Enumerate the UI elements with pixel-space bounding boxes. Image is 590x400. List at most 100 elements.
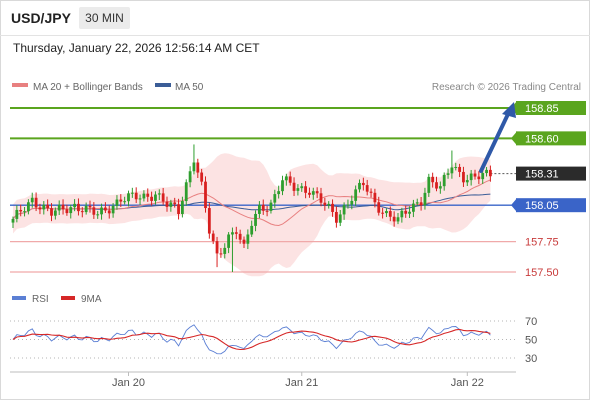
- candle-body: [127, 193, 130, 202]
- candle-body: [450, 167, 454, 174]
- candle-body: [412, 203, 415, 212]
- ma20-legend-label: MA 20 + Bollinger Bands: [33, 82, 143, 93]
- symbol-title: USD/JPY: [11, 10, 71, 26]
- target-level-label-158.85: 158.85: [525, 103, 559, 115]
- time-tick-label-0: Jan 20: [112, 377, 145, 389]
- candle-body: [165, 201, 169, 207]
- candle-body: [481, 173, 485, 180]
- candle-body: [11, 218, 15, 223]
- candle-body: [392, 216, 396, 222]
- candle-body: [23, 211, 26, 213]
- candle-body: [19, 209, 23, 212]
- candle-body: [96, 214, 100, 216]
- ma50-legend-swatch: [155, 83, 171, 87]
- time-axis-ticks: Jan 20 Jan 21 Jan 22: [112, 372, 484, 389]
- candle-body: [315, 191, 319, 194]
- candle-body: [388, 211, 392, 217]
- candle-body: [77, 203, 80, 212]
- rsi-tick-label-30: 30: [525, 353, 537, 365]
- rsi-grid: 70 50 30: [10, 316, 537, 365]
- candle-body: [258, 204, 261, 214]
- candle-body: [38, 207, 42, 210]
- candle-body: [485, 169, 488, 174]
- candle-body: [219, 253, 223, 255]
- candle-body: [80, 211, 84, 213]
- time-tick-label-1: Jan 21: [285, 377, 318, 389]
- candle-body: [69, 207, 73, 214]
- candle-body: [284, 176, 288, 181]
- candle-body: [265, 210, 269, 212]
- candle-body: [57, 204, 61, 211]
- rsi-tick-label-50: 50: [525, 335, 537, 347]
- chart-datetime: Thursday, January 22, 2026 12:56:14 AM C…: [13, 41, 260, 55]
- candle-body: [73, 203, 76, 208]
- time-tick-label-2: Jan 22: [451, 377, 484, 389]
- candle-body: [111, 205, 115, 214]
- candle-body: [327, 203, 331, 206]
- candle-body: [107, 210, 111, 214]
- candle-body: [369, 191, 373, 193]
- candle-body: [134, 192, 138, 200]
- candle-body: [385, 211, 388, 214]
- level-labels: 158.85 158.60 158.05 157.75 157.50 158.31: [511, 101, 586, 279]
- candle-body: [211, 233, 215, 242]
- candle-body: [34, 197, 38, 208]
- candle-body: [454, 166, 458, 168]
- candle-body: [477, 176, 481, 180]
- forecast-arrow-head: [502, 102, 516, 118]
- candle-body: [408, 211, 411, 214]
- candle-body: [400, 210, 404, 218]
- candle-body: [458, 166, 461, 172]
- candle-body: [354, 189, 358, 201]
- candle-body: [442, 174, 446, 187]
- pivot-level-tag: [516, 198, 586, 213]
- candle-body: [419, 202, 423, 206]
- pivot-level-tag-pointer: [511, 198, 517, 213]
- candle-body: [215, 241, 219, 254]
- candle-body: [304, 186, 307, 193]
- forecast-arrow-shaft: [479, 110, 511, 173]
- ma20-legend-swatch: [12, 83, 28, 87]
- candle-body: [27, 202, 30, 212]
- candles: [11, 144, 492, 272]
- candle-body: [438, 186, 442, 189]
- candle-body: [46, 204, 50, 209]
- candle-body: [435, 182, 438, 189]
- candle-body: [115, 199, 119, 206]
- rsi-tick-label-70: 70: [525, 316, 537, 328]
- target-level-tag-158.60: [516, 131, 586, 146]
- candle-body: [346, 204, 350, 206]
- support-level-label-157.75: 157.75: [525, 237, 559, 249]
- candle-body: [146, 193, 150, 197]
- candle-body: [123, 201, 127, 203]
- candle-body: [30, 197, 34, 203]
- candle-body: [104, 207, 107, 211]
- candle-body: [281, 180, 284, 192]
- candle-body: [338, 214, 342, 223]
- candle-body: [154, 194, 157, 201]
- candle-body: [223, 247, 227, 254]
- candle-body: [50, 208, 53, 216]
- rsi-legend-swatch: [12, 296, 26, 300]
- candle-body: [100, 207, 103, 215]
- timeframe-badge[interactable]: 30 MIN: [79, 7, 130, 29]
- candle-body: [169, 202, 173, 207]
- candle-body: [489, 169, 492, 177]
- target-level-label-158.60: 158.60: [525, 133, 559, 145]
- candle-body: [377, 202, 381, 213]
- candle-body: [142, 193, 146, 199]
- candle-body: [138, 198, 142, 200]
- candle-body: [431, 176, 435, 183]
- bollinger-band: [13, 153, 491, 277]
- candle-body: [65, 209, 69, 214]
- candle-body: [277, 191, 281, 195]
- candle-body: [404, 210, 408, 214]
- candle-body: [269, 202, 273, 211]
- candle-body: [15, 209, 19, 219]
- candle-body: [130, 192, 134, 194]
- candle-body: [342, 205, 346, 215]
- candle-body: [311, 191, 315, 195]
- target-level-tag-158.85: [516, 101, 586, 115]
- candle-body: [381, 212, 384, 214]
